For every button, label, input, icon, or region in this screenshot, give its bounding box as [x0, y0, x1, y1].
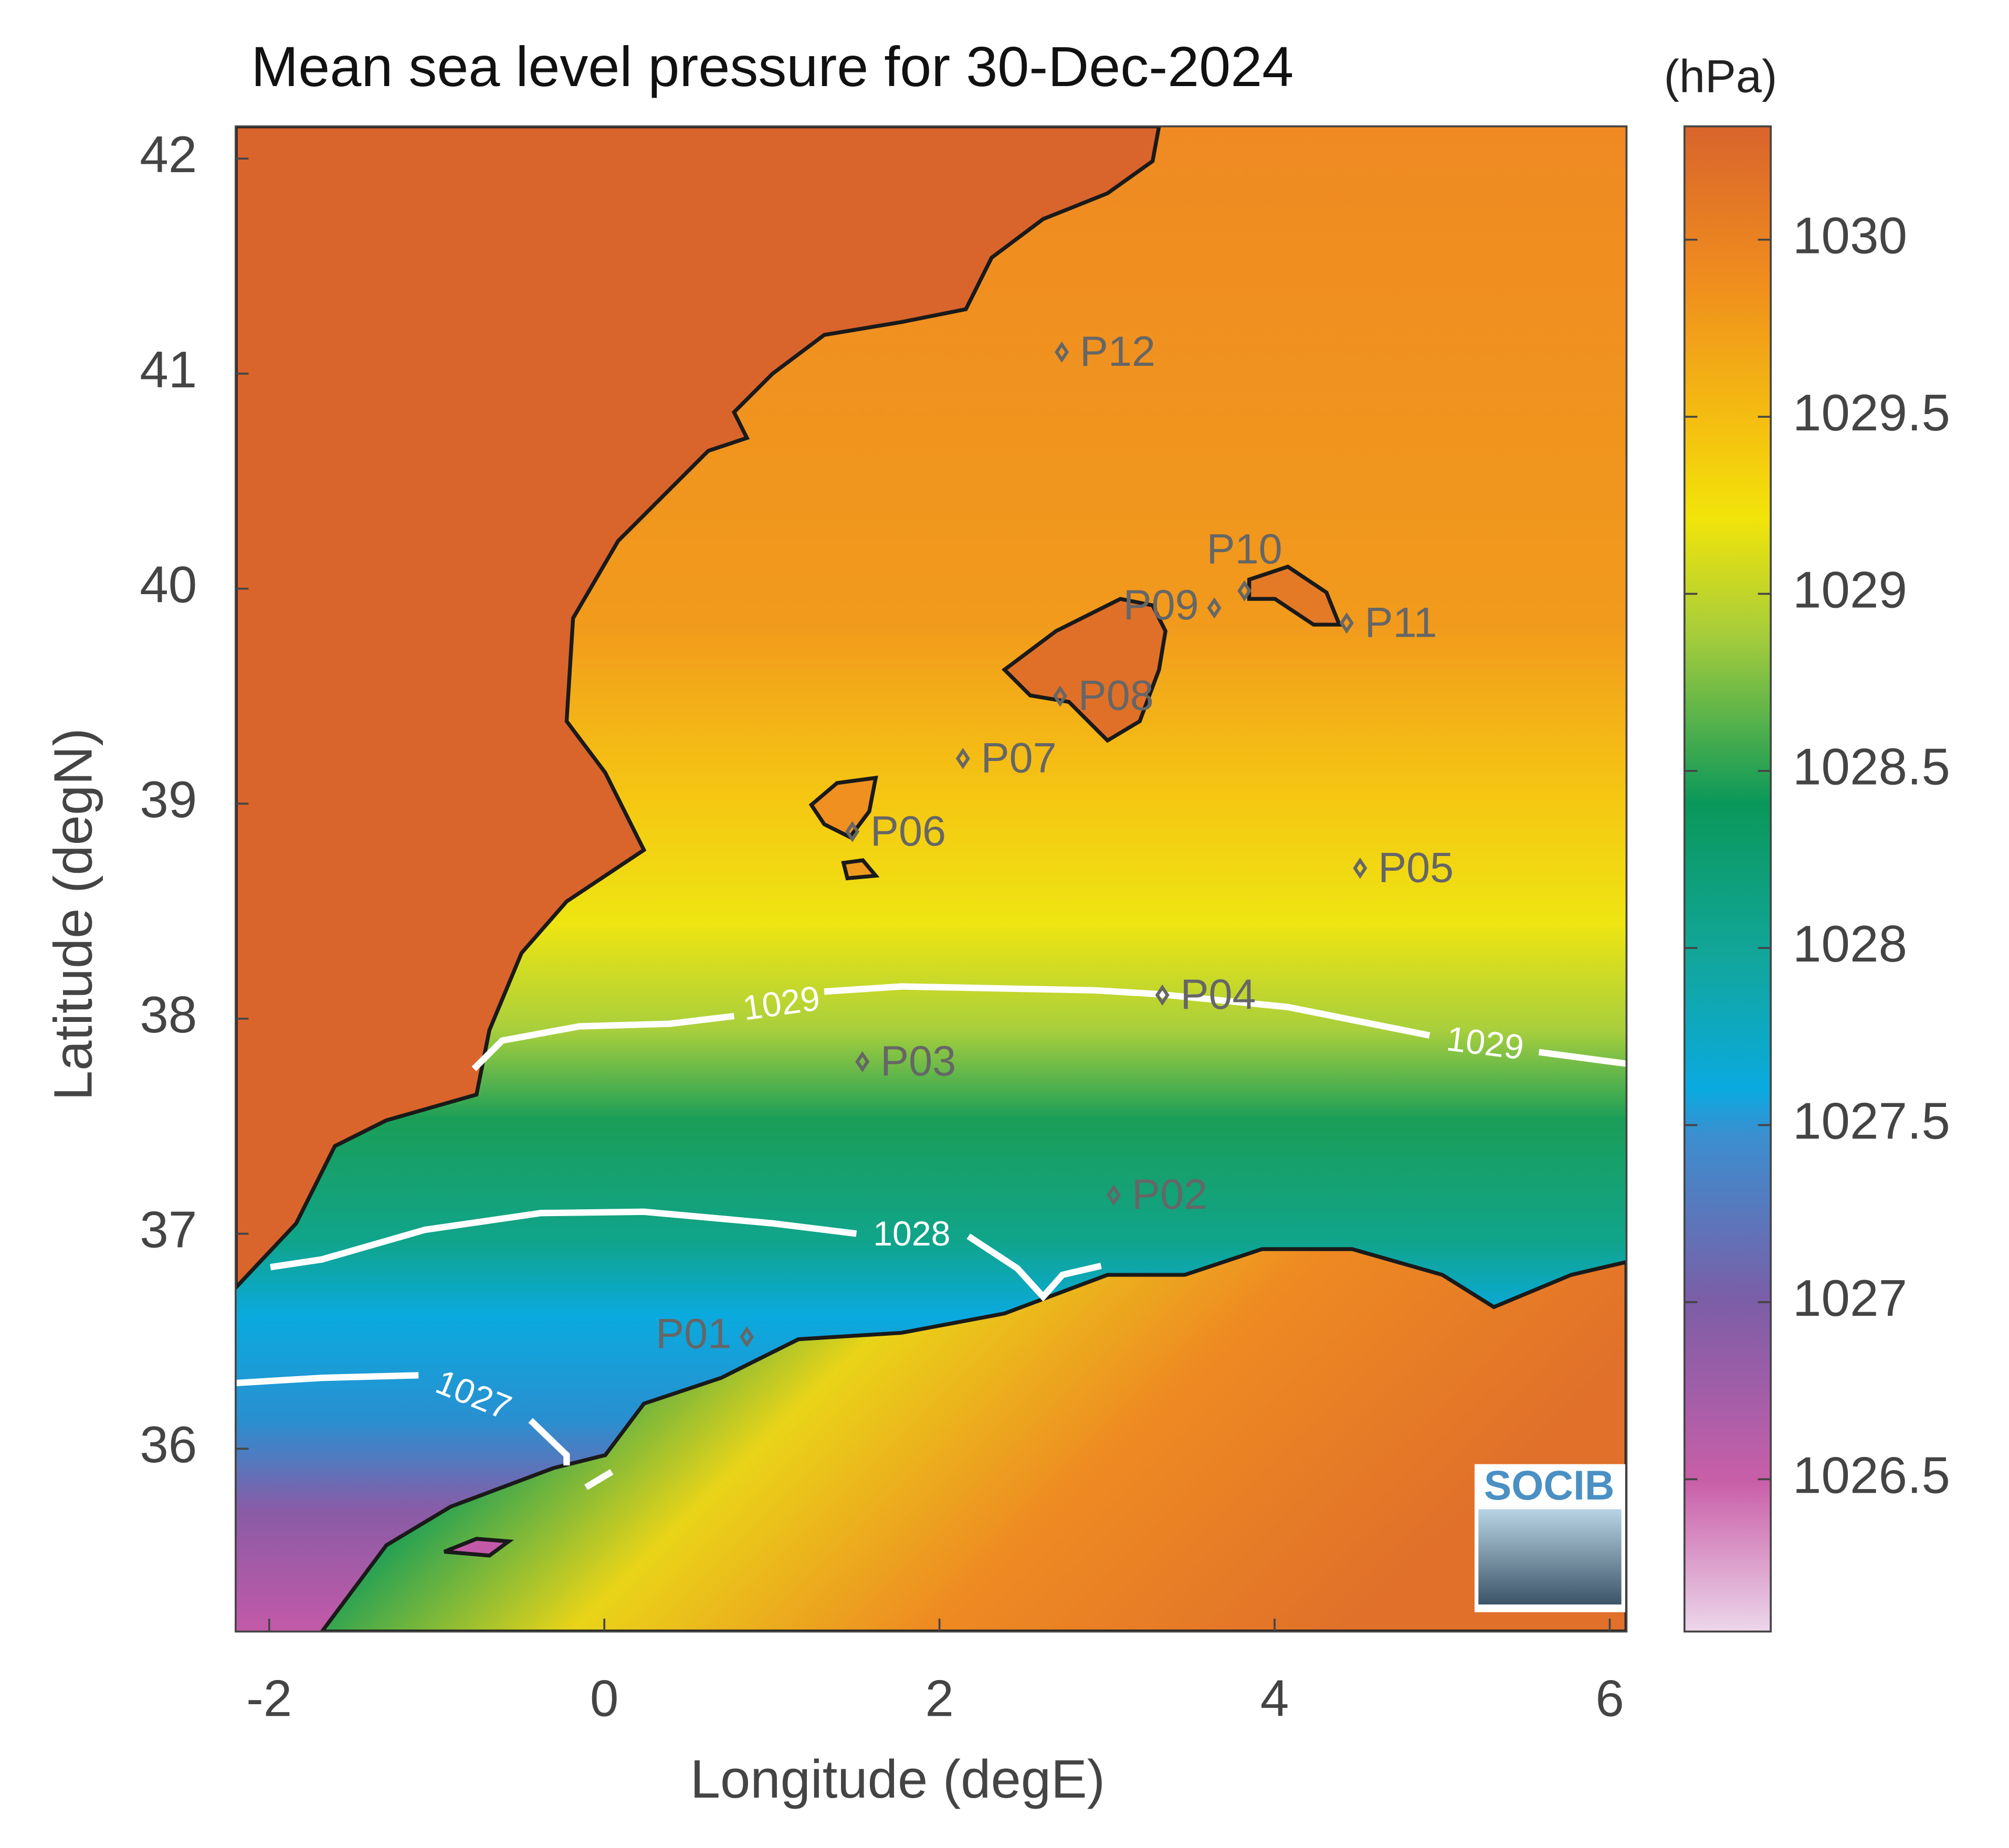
x-axis-label: Longitude (degE)	[690, 1749, 1105, 1809]
contour-line	[235, 1372, 614, 1491]
colorbar-tick-label: 1030	[1793, 207, 1907, 265]
x-tick-label: 6	[1595, 1669, 1624, 1727]
station-marker	[855, 1051, 870, 1073]
station-label: P03	[880, 1038, 956, 1085]
station-label: P12	[1080, 328, 1155, 375]
station-marker	[1107, 1184, 1121, 1206]
contour-label: 1028	[873, 1215, 950, 1253]
station-label: P10	[1207, 525, 1282, 573]
logo-text: SOCIB	[1484, 1462, 1615, 1508]
land-spain	[235, 126, 1161, 1291]
station-label: P07	[981, 735, 1057, 782]
station-label: P02	[1132, 1171, 1207, 1218]
station-marker	[1055, 341, 1069, 363]
colorbar-tick-label: 1028.5	[1793, 738, 1950, 796]
contour-line	[471, 983, 1627, 1071]
island-alboran	[443, 1537, 514, 1558]
station-label: P09	[1123, 582, 1199, 629]
y-tick-label: 42	[140, 125, 197, 183]
station-marker	[1053, 685, 1067, 707]
station-label: P04	[1181, 971, 1256, 1018]
contour-label: 1029	[1444, 1019, 1526, 1067]
x-tick-label: 2	[925, 1669, 954, 1727]
y-axis-label: Latitude (degN)	[43, 728, 103, 1101]
station-marker	[955, 747, 970, 769]
plot-frame	[235, 125, 1628, 1633]
station-label: P08	[1078, 672, 1154, 720]
colorbar-tick-label: 1029.5	[1793, 384, 1950, 441]
y-tick-label: 38	[140, 986, 197, 1043]
x-tick-label: 4	[1260, 1669, 1289, 1727]
colorbar-tick-label: 1027.5	[1793, 1092, 1950, 1150]
colorbar-tick-label: 1027	[1793, 1269, 1907, 1327]
station-label: P06	[870, 808, 946, 855]
contour-line	[270, 1208, 1102, 1302]
station-marker	[1353, 857, 1368, 879]
station-label: P05	[1378, 844, 1454, 891]
y-tick-label: 39	[140, 770, 197, 828]
island-ibiza	[808, 775, 878, 840]
station-marker	[1155, 984, 1170, 1006]
x-tick-label: 0	[590, 1669, 619, 1727]
colorbar-tick-label: 1026.5	[1793, 1446, 1950, 1504]
map-area: 1029 1029 1028 1027 SOCIB	[235, 126, 1627, 1632]
island-formentera	[841, 858, 880, 881]
station-label: P11	[1365, 599, 1437, 646]
colorbar-label: (hPa)	[1664, 50, 1777, 102]
y-tick-label: 41	[140, 341, 197, 398]
x-tick-label: -2	[246, 1669, 292, 1727]
station-marker	[845, 821, 860, 842]
island-menorca	[1247, 564, 1342, 627]
y-tick-label: 37	[140, 1201, 197, 1259]
colorbar	[1683, 125, 1772, 1633]
station-marker	[740, 1326, 754, 1348]
colorbar-tick-label: 1029	[1793, 561, 1907, 618]
station-marker	[1339, 612, 1354, 634]
y-tick-label: 40	[140, 555, 197, 613]
y-tick-label: 36	[140, 1416, 197, 1473]
colorbar-tick-label: 1028	[1793, 915, 1907, 973]
station-marker	[1237, 580, 1252, 601]
title: Mean sea level pressure for 30-Dec-2024	[251, 35, 1293, 98]
land-africa	[319, 1247, 1627, 1632]
station-marker	[1207, 597, 1222, 619]
logo-image	[1478, 1509, 1622, 1605]
station-label: P01	[656, 1311, 731, 1358]
